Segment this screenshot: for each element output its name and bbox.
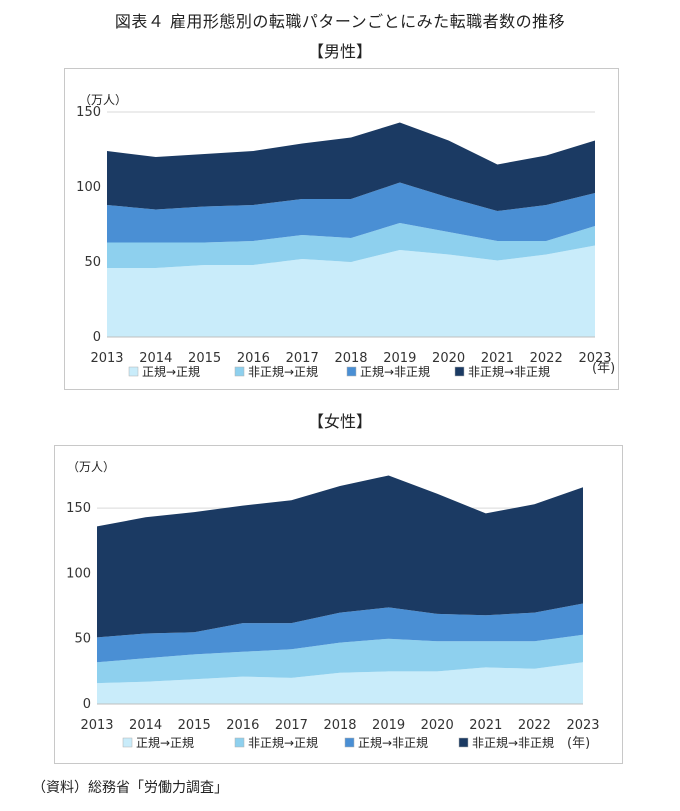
legend-label-regular-to-nonregular: 正規→非正規 bbox=[358, 735, 428, 750]
area-series-nonregular-to-regular bbox=[97, 634, 583, 684]
area-series-regular-to-nonregular bbox=[97, 603, 583, 663]
x-tick-label: 2020 bbox=[421, 718, 454, 733]
chart-women: （万人） 0 50 100 150 2013 2014 2015 2016 2017 2018 201… bbox=[66, 460, 599, 751]
x-tick-label: 2015 bbox=[178, 718, 211, 733]
legend-swatch-regular-to-regular bbox=[128, 366, 139, 377]
x-tick-label: 2022 bbox=[530, 351, 563, 366]
chart-men-frame: （万人） 0 50 100 150 2013 2014 2015 2016 2017 2018 201… bbox=[64, 68, 619, 390]
x-tick-label: 2019 bbox=[372, 718, 405, 733]
y-tick-label: 150 bbox=[76, 105, 101, 120]
x-tick-label: 2021 bbox=[481, 351, 514, 366]
area-series-regular-to-regular bbox=[107, 245, 595, 337]
year-label: (年) bbox=[567, 736, 590, 751]
y-tick-label: 100 bbox=[66, 566, 91, 581]
x-tick-label: 2023 bbox=[578, 351, 611, 366]
chart-men: （万人） 0 50 100 150 2013 2014 2015 2016 2017 2018 201… bbox=[76, 93, 615, 379]
y-tick-label: 0 bbox=[83, 697, 91, 712]
chart-women-frame: （万人） 0 50 100 150 2013 2014 2015 2016 2017 2018 201… bbox=[54, 445, 623, 764]
legend-swatch-nonregular-to-regular bbox=[234, 737, 245, 748]
legend-label-nonregular-to-regular: 非正規→正規 bbox=[248, 735, 318, 750]
area-series-regular-to-regular bbox=[97, 662, 583, 704]
x-tick-label: 2015 bbox=[188, 351, 221, 366]
unit-label: （万人） bbox=[67, 460, 115, 474]
legend-swatch-regular-to-regular bbox=[122, 737, 133, 748]
legend-swatch-regular-to-nonregular bbox=[346, 366, 357, 377]
x-tick-label: 2014 bbox=[139, 351, 172, 366]
source-note: （資料）総務省「労働力調査」 bbox=[32, 780, 228, 796]
legend-label-nonregular-to-regular: 非正規→正規 bbox=[248, 364, 318, 379]
legend-label-regular-to-regular: 正規→正規 bbox=[136, 735, 194, 750]
legend-label-regular-to-nonregular: 正規→非正規 bbox=[360, 364, 430, 379]
x-tick-label: 2017 bbox=[275, 718, 308, 733]
legend-label-nonregular-to-nonregular: 非正規→非正規 bbox=[472, 735, 554, 750]
x-tick-label: 2018 bbox=[323, 718, 356, 733]
x-tick-label: 2013 bbox=[80, 718, 113, 733]
x-tick-label: 2022 bbox=[518, 718, 551, 733]
x-tick-label: 2017 bbox=[286, 351, 319, 366]
year-label: (年) bbox=[592, 361, 615, 376]
x-tick-label: 2016 bbox=[226, 718, 259, 733]
x-tick-label: 2018 bbox=[334, 351, 367, 366]
x-tick-label: 2014 bbox=[129, 718, 162, 733]
legend-label-regular-to-regular: 正規→正規 bbox=[142, 364, 200, 379]
legend-swatch-nonregular-to-nonregular bbox=[454, 366, 465, 377]
x-tick-label: 2019 bbox=[383, 351, 416, 366]
y-tick-label: 150 bbox=[66, 501, 91, 516]
x-tick-label: 2016 bbox=[237, 351, 270, 366]
legend-swatch-nonregular-to-regular bbox=[234, 366, 245, 377]
y-tick-label: 50 bbox=[84, 255, 101, 270]
legend-swatch-nonregular-to-nonregular bbox=[458, 737, 469, 748]
legend-label-nonregular-to-nonregular: 非正規→非正規 bbox=[468, 364, 550, 379]
area-series-nonregular-to-nonregular bbox=[97, 475, 583, 638]
area-series-nonregular-to-nonregular bbox=[107, 122, 595, 211]
chart-title-men: 【男性】 bbox=[307, 42, 372, 61]
y-tick-label: 100 bbox=[76, 180, 101, 195]
main-title: 図表４ 雇用形態別の転職パターンごとにみた転職者数の推移 bbox=[114, 12, 566, 31]
area-series-nonregular-to-regular bbox=[107, 223, 595, 268]
area-series-regular-to-nonregular bbox=[107, 182, 595, 243]
chart-title-women: 【女性】 bbox=[307, 412, 372, 431]
x-tick-label: 2023 bbox=[566, 718, 599, 733]
x-tick-label: 2013 bbox=[90, 351, 123, 366]
x-tick-label: 2021 bbox=[469, 718, 502, 733]
unit-label: （万人） bbox=[79, 93, 127, 107]
y-tick-label: 0 bbox=[93, 330, 101, 345]
x-tick-label: 2020 bbox=[432, 351, 465, 366]
y-tick-label: 50 bbox=[74, 632, 91, 647]
legend-swatch-regular-to-nonregular bbox=[344, 737, 355, 748]
